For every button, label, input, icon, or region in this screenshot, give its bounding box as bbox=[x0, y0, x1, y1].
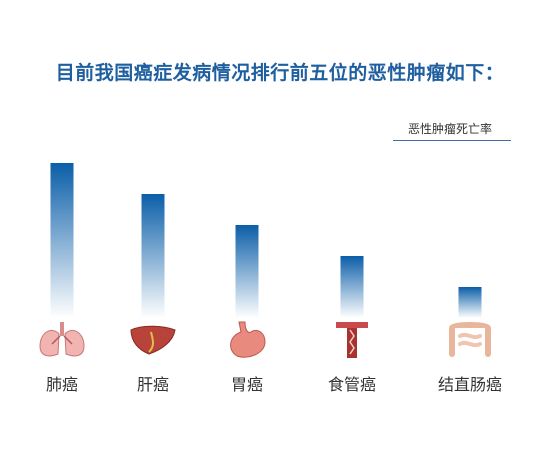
category-label: 结直肠癌 bbox=[438, 375, 502, 394]
chart-title: 目前我国癌症发病情况排行前五位的恶性肿瘤如下： bbox=[55, 62, 505, 84]
bar-4 bbox=[340, 256, 364, 318]
stomach-icon bbox=[230, 321, 266, 358]
bar-1 bbox=[50, 163, 74, 318]
category-label: 食管癌 bbox=[328, 375, 376, 394]
legend-underline bbox=[393, 140, 511, 141]
bar-2 bbox=[141, 194, 165, 318]
lungs-icon bbox=[39, 322, 85, 357]
bar-5 bbox=[458, 287, 482, 318]
category-label: 肝癌 bbox=[137, 375, 169, 394]
esophagus-icon bbox=[336, 322, 368, 358]
intestine-icon bbox=[449, 322, 491, 357]
category-label: 胃癌 bbox=[231, 375, 263, 394]
bar-3 bbox=[235, 225, 259, 318]
liver-icon bbox=[130, 325, 176, 355]
legend-label: 恶性肿瘤死亡率 bbox=[407, 122, 492, 136]
category-label: 肺癌 bbox=[46, 375, 78, 394]
